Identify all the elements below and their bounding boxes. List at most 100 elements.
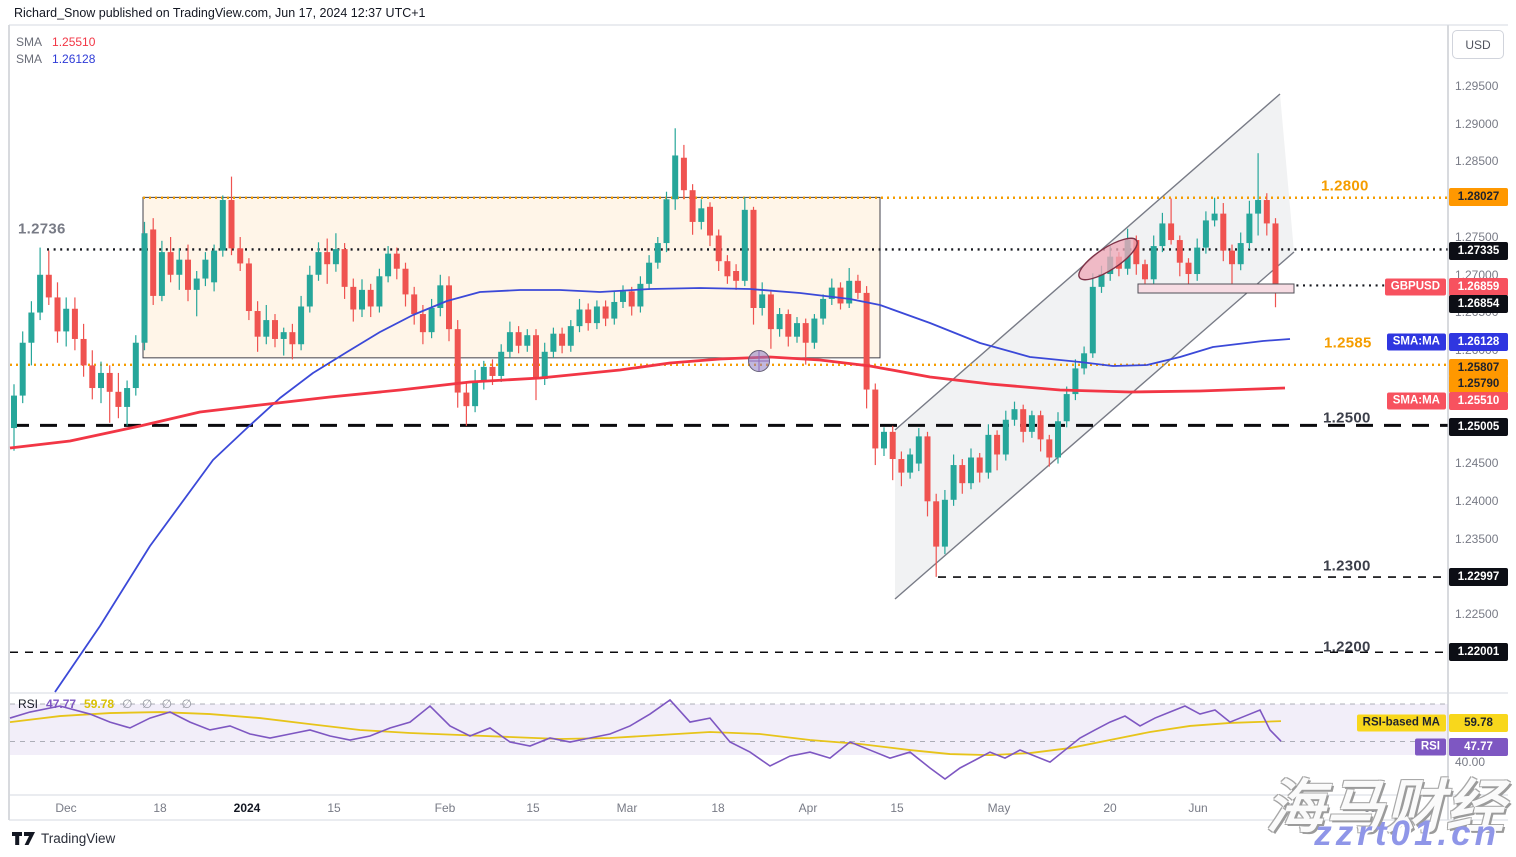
candle-body — [567, 326, 574, 346]
sma-200-line — [9, 355, 1286, 450]
candle-body — [506, 332, 513, 352]
candle-body — [71, 308, 78, 339]
candle-body — [950, 465, 957, 500]
candle-body — [185, 259, 191, 290]
candle-body — [132, 342, 139, 389]
candle-body — [376, 276, 383, 307]
candle-body — [98, 372, 104, 389]
candle-body — [1237, 243, 1244, 265]
candle-body — [559, 333, 566, 346]
candle-body — [89, 365, 96, 389]
candle-body — [480, 366, 487, 381]
candle-body — [959, 465, 966, 484]
candle-body — [115, 391, 122, 407]
candle-body — [750, 209, 757, 308]
candle-body — [1246, 213, 1253, 244]
candle-body — [45, 274, 52, 298]
candle-body — [1081, 353, 1088, 369]
candle-body — [837, 287, 844, 304]
candle-body — [385, 253, 392, 277]
candle-body — [854, 280, 861, 293]
candle-body — [794, 323, 800, 337]
candle-body — [802, 323, 809, 343]
candle-body — [437, 285, 444, 308]
candle-body — [785, 314, 792, 337]
candle-body — [124, 388, 131, 407]
candle-body — [193, 278, 200, 290]
candle-body — [393, 253, 400, 269]
candle-body — [428, 307, 435, 333]
candle-body — [280, 332, 287, 339]
candle-body — [863, 292, 870, 390]
candle-body — [1011, 409, 1018, 420]
candle-body — [1176, 240, 1183, 263]
candle-body — [1159, 223, 1166, 247]
tradingview-logo[interactable]: TradingView — [12, 831, 115, 846]
highlight-ellipse — [1078, 237, 1138, 281]
candle-body — [767, 294, 774, 330]
candle-body — [11, 395, 17, 429]
candle-body — [254, 311, 261, 337]
candle-body — [54, 297, 61, 332]
candle-body — [1255, 200, 1262, 214]
candle-body — [646, 262, 653, 284]
candle-body — [472, 380, 479, 407]
candle-body — [994, 434, 1001, 455]
candle-body — [1055, 421, 1061, 458]
candle-body — [585, 309, 592, 324]
candle-body — [1142, 264, 1148, 280]
candle-body — [463, 392, 470, 407]
candle-body — [1168, 223, 1175, 241]
candle-body — [576, 309, 583, 327]
candle-body — [628, 291, 635, 307]
candle-body — [489, 366, 496, 376]
candle-body — [315, 252, 322, 275]
candle-body — [741, 209, 748, 281]
candle-body — [1272, 223, 1279, 286]
candle-body — [733, 270, 740, 281]
candle-body — [341, 249, 348, 287]
candle-body — [985, 434, 992, 473]
candle-body — [289, 332, 296, 345]
candle-body — [1046, 439, 1053, 458]
candle-body — [820, 298, 827, 319]
candle-body — [324, 252, 331, 265]
candle-body — [550, 333, 557, 352]
candle-body — [1020, 409, 1027, 432]
candle-body — [933, 501, 940, 547]
candle-body — [872, 389, 879, 449]
candle-body — [707, 206, 713, 236]
candle-body — [141, 233, 148, 343]
candle-body — [80, 338, 87, 366]
candle-body — [663, 199, 670, 244]
candle-body — [28, 312, 35, 343]
candle-body — [367, 289, 374, 307]
candle-body — [1098, 274, 1105, 287]
candle-body — [454, 329, 461, 393]
candle-body — [167, 252, 174, 275]
support-zone-rect — [1137, 283, 1295, 294]
candle-body — [19, 342, 26, 396]
candle-body — [498, 351, 505, 376]
candle-body — [202, 259, 209, 279]
rsi-band — [10, 704, 1448, 755]
trend-channel-line-1 — [894, 251, 1295, 600]
currency-button[interactable]: USD — [1452, 30, 1504, 59]
candle-body — [106, 372, 113, 392]
candle-body — [1185, 262, 1192, 275]
candle-body — [219, 200, 226, 251]
candle-body — [158, 252, 165, 296]
candle-body — [332, 249, 339, 265]
candle-body — [524, 335, 531, 346]
candle-body — [211, 250, 218, 283]
candle-body — [63, 308, 70, 332]
candle-body — [881, 431, 887, 449]
rsi-line — [9, 698, 1282, 781]
candle-body — [37, 274, 44, 313]
candle-body — [889, 431, 896, 460]
candle-body — [150, 229, 157, 296]
candle-body — [698, 208, 705, 222]
candle-body — [915, 436, 922, 464]
